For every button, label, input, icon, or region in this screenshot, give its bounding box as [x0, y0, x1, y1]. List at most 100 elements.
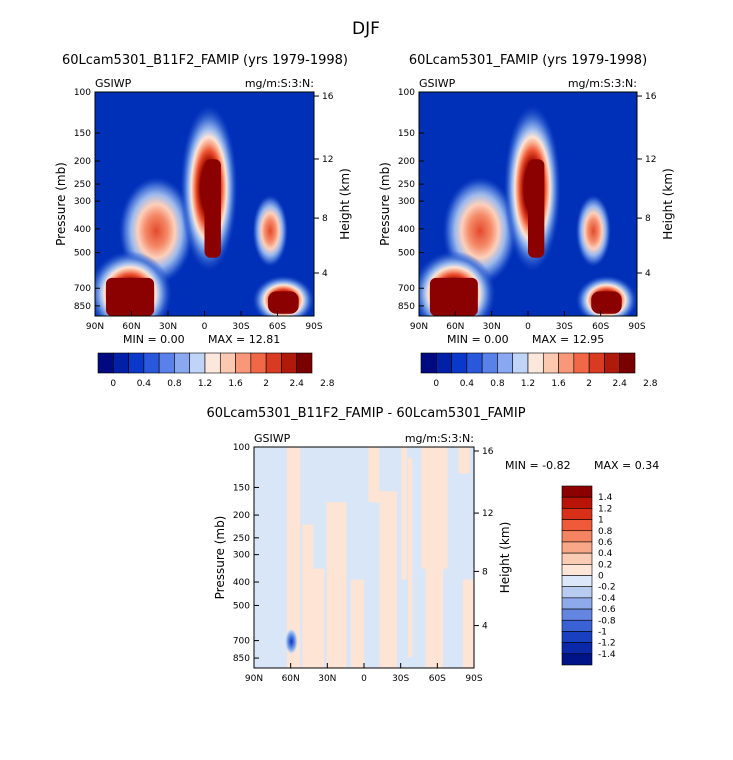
colorbar-cell: [561, 519, 593, 532]
colorbar-cell: [527, 352, 544, 374]
field-positive-band: [401, 447, 407, 580]
colorbar-label: 1.6: [228, 379, 243, 389]
y-tick-label: 100: [74, 88, 91, 98]
y-tick-label: 850: [74, 302, 91, 312]
field-sh-core: [591, 291, 622, 314]
colorbar-cell: [435, 352, 452, 374]
colorbar-cell: [481, 352, 498, 374]
colorbar-label: -0.2: [598, 583, 616, 593]
colorbar-label: 2.8: [320, 379, 335, 389]
field-positive-band: [302, 524, 314, 668]
colorbar-cell: [561, 631, 593, 643]
colorbar-label: 2.8: [643, 379, 658, 389]
x-tick-label: 90S: [465, 674, 482, 684]
panel-a-title: 60Lcam5301_B11F2_FAMIP (yrs 1979-1998): [62, 53, 348, 68]
y-right-tick-label: 4: [645, 269, 651, 279]
colorbar-cell: [219, 352, 236, 374]
panel-a-max: MAX = 12.81: [208, 333, 280, 346]
panel-b-title: 60Lcam5301_FAMIP (yrs 1979-1998): [409, 53, 647, 68]
colorbar-cell: [561, 653, 593, 666]
x-tick-label: 60S: [429, 674, 446, 684]
y-tick-label: 300: [233, 551, 250, 561]
panel-b-min: MIN = 0.00: [447, 333, 509, 346]
panel-c-colorbar: 1.41.2 10.80.60.40.2 0-0.2-0.4-0.6-0.8-1 -1…: [561, 485, 616, 666]
x-tick-label: 90N: [245, 674, 263, 684]
x-tick-label: 30N: [483, 322, 501, 332]
y-tick-label: 400: [398, 225, 415, 235]
colorbar-cell: [561, 564, 593, 576]
y-axis-right-title: Height (km): [498, 522, 512, 593]
y-tick-label: 400: [74, 225, 91, 235]
y-axis-title: Pressure (mb): [378, 162, 392, 246]
field-positive-band: [326, 502, 347, 668]
y-tick-label: 400: [233, 578, 250, 588]
y-tick-label: 100: [233, 443, 250, 453]
x-tick-label: 30N: [159, 322, 177, 332]
colorbar-cell: [143, 352, 160, 374]
y-right-tick-label: 4: [322, 269, 328, 279]
x-tick-label: 60S: [592, 322, 609, 332]
panel-a: 90N 60N 30N 0 30S 60S 90S 100 150 200 250 300 400 500…: [54, 77, 352, 332]
panel-a-colorbar: 0 0.4 0.8 1.2 1.6 2 2.4 2.8: [97, 352, 335, 389]
colorbar-cell: [561, 608, 593, 621]
colorbar-label: 1.2: [598, 504, 612, 514]
field-positive-band: [368, 447, 380, 503]
colorbar-cell: [466, 352, 483, 374]
units-label: mg/m:S:3:N:: [568, 77, 637, 90]
y-axis-title: Pressure (mb): [213, 516, 227, 600]
y-right-tick-label: 8: [322, 214, 328, 224]
colorbar-cell: [561, 642, 593, 655]
colorbar-cell: [451, 352, 468, 374]
plot-field: [254, 447, 474, 668]
colorbar-cell: [573, 352, 590, 374]
panel-b-max: MAX = 12.95: [532, 333, 604, 346]
colorbar-cell: [588, 352, 605, 374]
panel-c-min: MIN = -0.82: [505, 459, 571, 472]
plot-field: [419, 92, 637, 316]
colorbar-cell: [561, 575, 593, 587]
season-title: DJF: [352, 19, 380, 39]
panel-c-max: MAX = 0.34: [594, 459, 659, 472]
x-tick-label: 0: [525, 322, 531, 332]
y-tick-label: 200: [398, 157, 415, 167]
field-positive-band: [458, 447, 470, 474]
variable-label: GSIWP: [419, 77, 456, 90]
field-positive-band: [421, 447, 448, 569]
x-tick-label: 0: [202, 322, 208, 332]
y-tick-label: 700: [74, 284, 91, 294]
y-right-tick-label: 8: [645, 214, 651, 224]
colorbar-label: 0: [598, 572, 604, 582]
x-tick-label: 60N: [282, 674, 300, 684]
colorbar-cell: [561, 619, 593, 632]
colorbar-cell: [174, 352, 191, 374]
field-positive-band: [313, 568, 325, 668]
variable-label: GSIWP: [254, 432, 291, 445]
colorbar-label: 1: [598, 516, 604, 526]
y-tick-label: 200: [74, 157, 91, 167]
colorbar-label: 0: [433, 379, 439, 389]
colorbar-cell: [296, 352, 313, 374]
colorbar-cell: [158, 352, 175, 374]
colorbar-label: 1.4: [598, 493, 613, 503]
colorbar-label: 0.4: [598, 549, 613, 559]
colorbar-label: -0.4: [598, 594, 616, 604]
y-right-tick-label: 16: [482, 447, 494, 457]
colorbar-cell: [128, 352, 145, 374]
y-right-tick-label: 12: [322, 155, 333, 165]
colorbar-cell: [189, 352, 206, 374]
field-negative-spot: [284, 628, 298, 655]
colorbar-cell: [204, 352, 221, 374]
field-positive-band: [379, 491, 397, 668]
y-tick-label: 250: [74, 180, 91, 190]
panel-b-colorbar: 0 0.4 0.8 1.2 1.6 2 2.4 2.8: [420, 352, 658, 389]
colorbar-label: 0.8: [598, 527, 613, 537]
x-tick-label: 90N: [410, 322, 428, 332]
colorbar-cell: [558, 352, 575, 374]
y-tick-label: 500: [233, 601, 250, 611]
colorbar-cell: [561, 541, 593, 554]
x-tick-label: 60N: [122, 322, 140, 332]
x-tick-label: 30S: [392, 674, 409, 684]
panel-b: 90N 60N 30N 0 30S 60S 90S 100 150 200 250 300 400 500…: [378, 77, 675, 332]
y-tick-label: 300: [398, 197, 415, 207]
